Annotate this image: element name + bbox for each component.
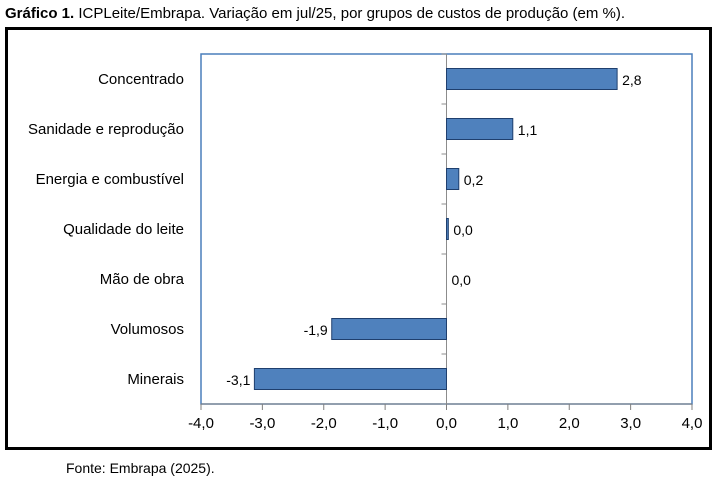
x-tick-label: 1,0: [497, 415, 518, 432]
bar: [331, 318, 448, 340]
category-label: Concentrado: [98, 71, 184, 88]
data-label: -1,9: [304, 322, 328, 338]
bar: [446, 68, 618, 90]
category-label: Volumosos: [111, 321, 184, 338]
x-tick-label: 0,0: [436, 415, 457, 432]
category-label: Mão de obra: [100, 271, 185, 288]
bar: [446, 168, 460, 190]
data-label: 1,1: [518, 122, 538, 138]
x-tick-label: 4,0: [682, 415, 703, 432]
x-tick-label: -2,0: [311, 415, 337, 432]
data-label: 2,8: [622, 72, 642, 88]
bar: [446, 118, 514, 140]
x-tick-label: -1,0: [372, 415, 398, 432]
bar: [253, 368, 447, 390]
source-note: Fonte: Embrapa (2025).: [66, 460, 215, 476]
category-label: Minerais: [127, 371, 184, 388]
data-label: 0,0: [452, 272, 472, 288]
data-label: 0,0: [453, 222, 473, 238]
category-label: Energia e combustível: [36, 171, 184, 188]
data-label: -3,1: [226, 372, 250, 388]
chart-title: Gráfico 1. ICPLeite/Embrapa. Variação em…: [5, 5, 625, 22]
x-tick-label: -3,0: [249, 415, 275, 432]
bar: [446, 218, 449, 240]
x-tick-label: 3,0: [620, 415, 641, 432]
category-label: Sanidade e reprodução: [28, 121, 184, 138]
chart-title-bold: Gráfico 1.: [5, 5, 75, 22]
data-label: 0,2: [464, 172, 484, 188]
category-label: Qualidade do leite: [63, 221, 184, 238]
x-tick-label: -4,0: [188, 415, 214, 432]
chart-title-text: ICPLeite/Embrapa. Variação em jul/25, po…: [74, 5, 626, 22]
x-tick-label: 2,0: [559, 415, 580, 432]
